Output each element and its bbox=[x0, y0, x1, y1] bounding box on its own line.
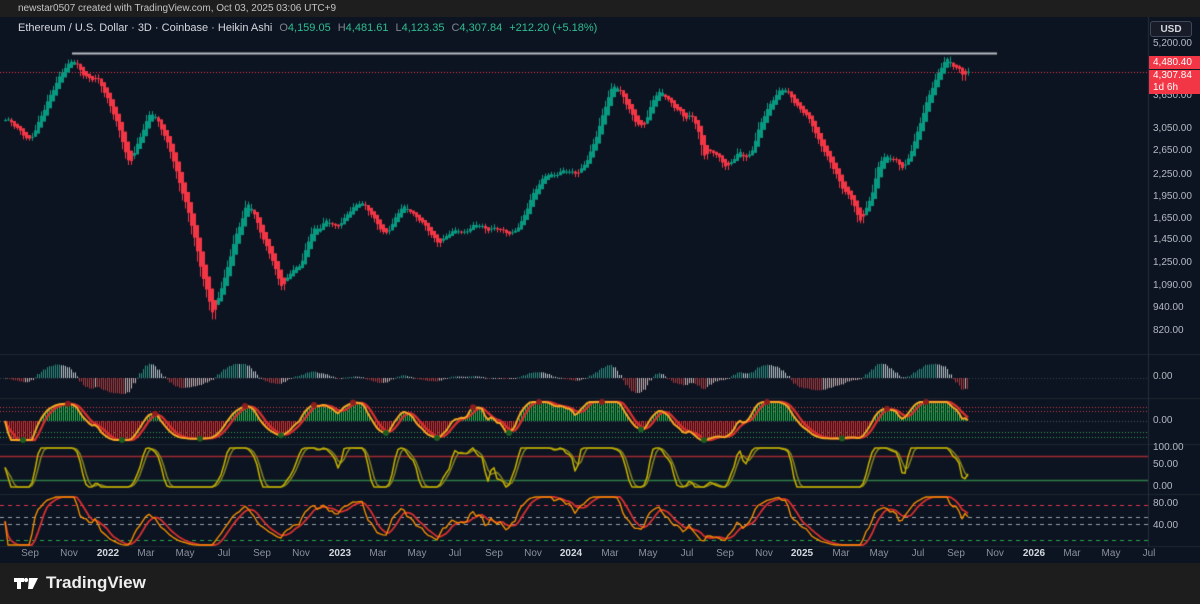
alert-price-text: 4,480.40 bbox=[1153, 57, 1192, 68]
ohlc-values: O4,159.05 H4,481.61 L4,123.35 C4,307.84 bbox=[272, 22, 502, 34]
time-axis-label: Sep bbox=[21, 548, 39, 559]
price-axis-label: 0.00 bbox=[1153, 415, 1173, 426]
price-axis-label: 1,250.00 bbox=[1153, 257, 1192, 268]
time-axis-label: 2023 bbox=[328, 548, 352, 559]
time-axis-label: Jul bbox=[1142, 548, 1156, 559]
time-axis-label: Nov bbox=[986, 548, 1004, 559]
footer-bar: TradingView bbox=[0, 563, 1200, 604]
time-axis-label: Mar bbox=[601, 548, 619, 559]
attribution-text: newstar0507 created with TradingView.com… bbox=[18, 3, 337, 14]
time-axis-label: May bbox=[869, 548, 889, 559]
price-axis-label: 2,250.00 bbox=[1153, 169, 1192, 180]
price-axis-label: 1,450.00 bbox=[1153, 234, 1192, 245]
ohlc-key: C bbox=[451, 22, 460, 34]
price-axis-label: 2,650.00 bbox=[1153, 145, 1192, 156]
time-axis-label: Sep bbox=[716, 548, 734, 559]
price-axis-label: 100.00 bbox=[1153, 442, 1184, 453]
price-axis-label: 40.00 bbox=[1153, 520, 1179, 531]
tradingview-logo-icon bbox=[14, 577, 38, 589]
time-axis-label: Mar bbox=[137, 548, 155, 559]
currency-unit-button[interactable]: USD bbox=[1150, 21, 1192, 37]
time-axis-label: May bbox=[638, 548, 658, 559]
ohlc-key: O bbox=[279, 22, 288, 34]
last-price-badge: 4,307.84 1d 6h bbox=[1149, 70, 1200, 94]
chart-canvas[interactable] bbox=[0, 17, 1200, 604]
time-axis-label: May bbox=[175, 548, 195, 559]
time-axis-label: May bbox=[1101, 548, 1121, 559]
chart-legend: Ethereum / U.S. Dollar · 3D · Coinbase ·… bbox=[18, 22, 597, 34]
price-axis-label: 940.00 bbox=[1153, 302, 1184, 313]
price-axis-label: 1,950.00 bbox=[1153, 191, 1192, 202]
time-axis-label: 2025 bbox=[790, 548, 814, 559]
time-axis-label: 2022 bbox=[96, 548, 120, 559]
time-axis-label: Mar bbox=[832, 548, 850, 559]
time-axis-label: Sep bbox=[485, 548, 503, 559]
alert-price-badge: 4,480.40 bbox=[1149, 56, 1200, 69]
attribution-bar: newstar0507 created with TradingView.com… bbox=[0, 0, 1200, 17]
time-axis-label: Jul bbox=[448, 548, 462, 559]
price-axis-label: 80.00 bbox=[1153, 498, 1179, 509]
time-axis-label: May bbox=[407, 548, 427, 559]
time-axis-label: Sep bbox=[947, 548, 965, 559]
ohlc-key: H bbox=[337, 22, 346, 34]
price-axis-label: 0.00 bbox=[1153, 481, 1173, 492]
ohlc-value: 4,307.84 bbox=[459, 22, 503, 34]
price-axis-label: 3,650.00 bbox=[1153, 90, 1192, 101]
price-axis-label: 820.00 bbox=[1153, 325, 1184, 336]
tradingview-wordmark: TradingView bbox=[46, 573, 146, 592]
last-price-text: 4,307.84 bbox=[1153, 70, 1192, 81]
time-axis-label: Nov bbox=[755, 548, 773, 559]
time-axis-label: 2024 bbox=[559, 548, 583, 559]
price-axis-label: 3,050.00 bbox=[1153, 123, 1192, 134]
change-value: +212.20 (+5.18%) bbox=[509, 22, 598, 34]
tradingview-logo[interactable]: TradingView bbox=[14, 573, 146, 593]
time-axis-label: Nov bbox=[524, 548, 542, 559]
ohlc-value: 4,123.35 bbox=[401, 22, 445, 34]
time-axis-label: Sep bbox=[253, 548, 271, 559]
symbol-title[interactable]: Ethereum / U.S. Dollar · 3D · Coinbase ·… bbox=[18, 22, 273, 34]
time-axis-label: Mar bbox=[369, 548, 387, 559]
time-axis-label: Jul bbox=[680, 548, 694, 559]
time-axis-label: Jul bbox=[217, 548, 231, 559]
time-axis-label: 2026 bbox=[1022, 548, 1046, 559]
bar-countdown-text: 1d 6h bbox=[1153, 82, 1179, 93]
time-axis-label: Mar bbox=[1063, 548, 1081, 559]
price-axis-label: 5,200.00 bbox=[1153, 38, 1192, 49]
ohlc-value: 4,481.61 bbox=[345, 22, 389, 34]
price-axis-label: 0.00 bbox=[1153, 371, 1173, 382]
time-axis-label: Nov bbox=[292, 548, 310, 559]
ohlc-key: L bbox=[395, 22, 402, 34]
price-axis-label: 1,650.00 bbox=[1153, 213, 1192, 224]
ohlc-value: 4,159.05 bbox=[287, 22, 331, 34]
time-axis-label: Nov bbox=[60, 548, 78, 559]
time-axis-label: Jul bbox=[911, 548, 925, 559]
price-axis-label: 50.00 bbox=[1153, 459, 1179, 470]
price-axis-label: 1,090.00 bbox=[1153, 280, 1192, 291]
